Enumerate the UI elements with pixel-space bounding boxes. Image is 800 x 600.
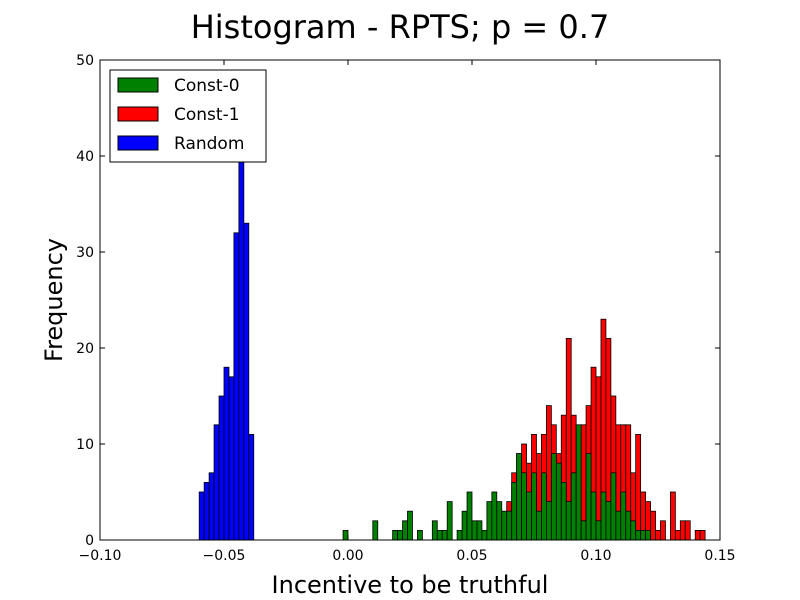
bar-const-1 (699, 530, 706, 541)
bar-const-0 (372, 520, 379, 541)
x-tick-label: 0.15 (704, 548, 735, 564)
bar-const-0 (575, 424, 582, 541)
bar-const-0 (506, 510, 513, 541)
bar-const-0 (625, 510, 632, 541)
bar-const-0 (605, 501, 612, 541)
bar-const-0 (417, 530, 423, 541)
bar-const-0 (476, 520, 483, 541)
bar-const-0 (640, 530, 647, 541)
bar-const-0 (392, 530, 399, 541)
bar-const-0 (431, 520, 438, 541)
y-tick-label: 20 (76, 341, 94, 357)
bar-const-0 (595, 520, 602, 541)
bar-const-1 (655, 530, 661, 541)
bar-const-0 (461, 510, 468, 541)
bar-const-1 (635, 433, 642, 541)
x-tick-label: 0.05 (456, 548, 487, 564)
x-tick-label: −0.10 (79, 548, 122, 564)
bar-const-0 (546, 501, 552, 541)
bar-const-0 (536, 510, 542, 541)
bar-const-0 (441, 530, 448, 541)
bar-random (223, 366, 230, 541)
bar-const-0 (570, 472, 577, 541)
bar-const-0 (486, 501, 493, 541)
bar-const-0 (585, 453, 592, 541)
bar-const-0 (516, 453, 523, 541)
legend-label-const-1: Const-1 (174, 105, 240, 125)
bar-random (243, 222, 250, 541)
bar-const-0 (521, 472, 527, 541)
bars-layer (198, 155, 706, 541)
bar-const-0 (436, 530, 443, 541)
bar-const-0 (402, 520, 408, 541)
bar-const-1 (674, 530, 681, 541)
bar-random (213, 424, 220, 541)
bar-const-0 (550, 453, 557, 541)
bar-random (228, 376, 235, 541)
plot-frame (99, 59, 721, 541)
bar-random (208, 472, 215, 541)
ticks-layer: −0.10 −0.05 0.00 0.05 0.10 0.15 0 10 20 30 40 50 (76, 53, 735, 564)
bar-const-0 (555, 462, 562, 541)
bar-const-1 (595, 376, 602, 541)
bar-const-1 (679, 520, 686, 541)
x-tick-label: −0.05 (203, 548, 246, 564)
x-axis-label: Incentive to be truthful (272, 571, 549, 599)
bar-const-0 (565, 501, 572, 541)
bar-const-0 (491, 491, 498, 541)
y-tick-label: 40 (76, 149, 94, 165)
bar-const-0 (446, 501, 453, 541)
bar-const-1 (684, 520, 691, 541)
bar-const-0 (531, 472, 537, 541)
legend-swatch-const-0 (117, 77, 159, 93)
bar-const-0 (526, 491, 532, 541)
bar-const-0 (501, 510, 508, 541)
y-tick-label: 10 (76, 437, 94, 453)
y-tick-label: 0 (85, 533, 94, 549)
y-axis-label: Frequency (40, 238, 68, 362)
bar-const-0 (466, 491, 473, 541)
bar-const-0 (600, 491, 607, 541)
x-tick-label: 0.00 (332, 548, 363, 564)
bar-const-1 (660, 520, 666, 541)
legend-swatch-random (117, 135, 159, 151)
bar-const-0 (630, 520, 637, 541)
legend-swatch-const-1 (117, 106, 159, 122)
bar-const-0 (645, 530, 651, 541)
y-tick-label: 30 (76, 245, 94, 261)
bar-const-0 (471, 520, 478, 541)
bar-const-0 (456, 530, 463, 541)
bar-const-0 (397, 530, 403, 541)
bar-random (238, 155, 245, 541)
bar-random (233, 232, 240, 541)
bar-const-0 (496, 501, 503, 541)
bar-const-0 (541, 472, 547, 541)
bar-random (218, 395, 225, 541)
bar-const-1 (670, 491, 676, 541)
bar-const-0 (610, 472, 617, 541)
y-tick-label: 50 (76, 53, 94, 69)
bar-const-0 (615, 510, 622, 541)
x-tick-label: 0.10 (580, 548, 611, 564)
bar-random (198, 491, 205, 541)
bar-random (203, 481, 210, 541)
bar-const-0 (580, 520, 587, 541)
bar-const-0 (620, 491, 627, 541)
bar-const-1 (694, 530, 701, 541)
bar-const-0 (407, 510, 413, 541)
legend-label-const-0: Const-0 (174, 76, 240, 96)
chart-title: Histogram - RPTS; p = 0.7 (191, 8, 610, 46)
bar-random (248, 433, 255, 541)
bar-const-0 (635, 530, 642, 541)
bar-const-0 (342, 530, 349, 541)
legend: Const-0 Const-1 Random (109, 69, 267, 163)
bar-const-0 (590, 491, 597, 541)
bar-const-0 (511, 481, 518, 541)
bar-const-0 (481, 530, 488, 541)
bar-const-0 (560, 481, 567, 541)
legend-label-random: Random (174, 134, 244, 154)
bar-const-1 (650, 510, 656, 541)
